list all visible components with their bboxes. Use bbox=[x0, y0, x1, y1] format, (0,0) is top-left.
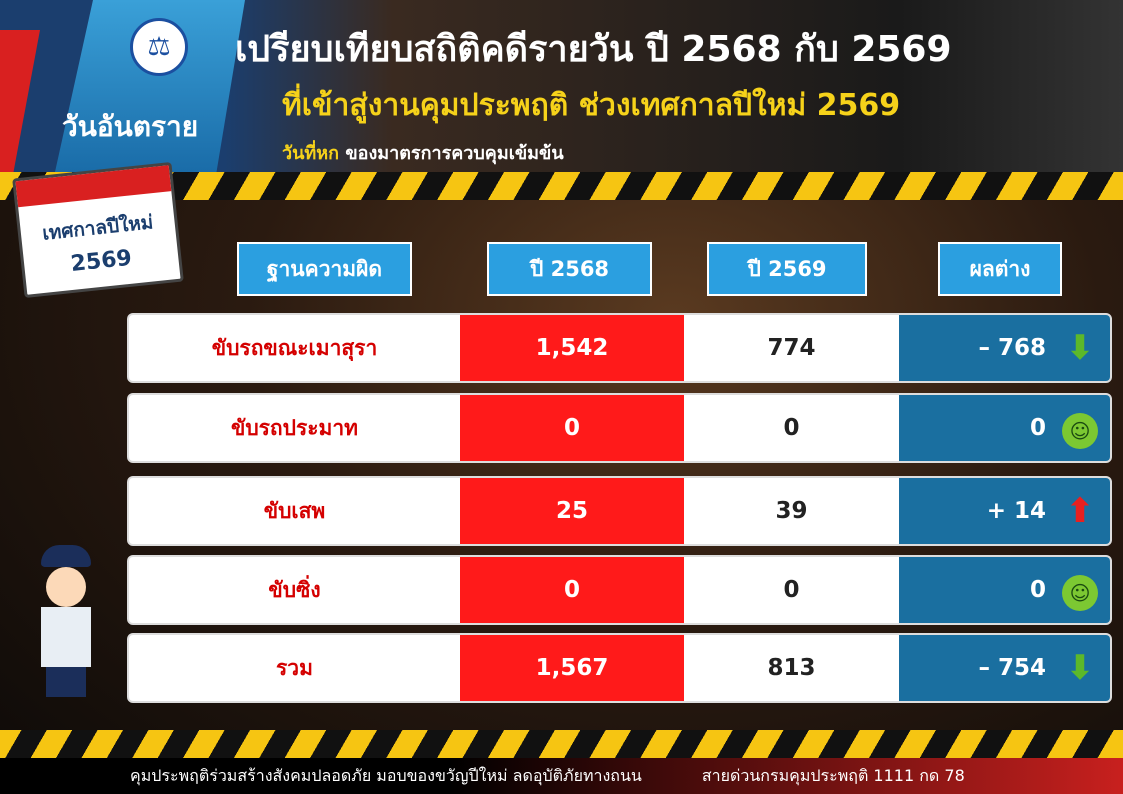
footer-hotline: สายด่วนกรมคุมประพฤติ 1111 กด 78 bbox=[701, 765, 965, 785]
offense-cell: ขับรถประมาท bbox=[230, 415, 359, 440]
diff-cell: – 768 bbox=[978, 335, 1046, 361]
hazard-stripe-bottom bbox=[0, 730, 1123, 758]
badge-label: วันอันตราย bbox=[62, 110, 199, 143]
table-row-total: รวม 1,567 813 – 754 ⬇ bbox=[127, 633, 1112, 703]
y2569-cell: 813 bbox=[767, 655, 816, 681]
column-header-offense: ฐานความผิด bbox=[237, 242, 412, 296]
y2568-cell: 1,567 bbox=[460, 635, 684, 701]
smiley-icon: ☺ bbox=[1062, 413, 1098, 449]
footer-slogan: คุมประพฤติร่วมสร้างสังคมปลอดภัย มอบของขว… bbox=[130, 765, 642, 785]
calendar-icon: เทศกาลปีใหม่ 2569 bbox=[12, 161, 184, 299]
smiley-icon: ☺ bbox=[1062, 575, 1098, 611]
offense-cell: ขับเสพ bbox=[263, 498, 326, 523]
column-header-2569: ปี 2569 bbox=[707, 242, 867, 296]
table-row: ขับรถประมาท 0 0 0 ☺ bbox=[127, 393, 1112, 463]
footer: คุมประพฤติร่วมสร้างสังคมปลอดภัย มอบของขว… bbox=[0, 758, 1123, 794]
column-header-2568: ปี 2568 bbox=[487, 242, 652, 296]
day-desc: ของมาตรการควบคุมเข้มข้น bbox=[345, 143, 564, 164]
y2569-cell: 0 bbox=[783, 415, 800, 441]
arrow-up-icon: ⬆ bbox=[1065, 491, 1095, 531]
arrow-down-icon: ⬇ bbox=[1065, 328, 1095, 368]
diff-cell: + 14 bbox=[986, 498, 1046, 524]
offense-cell: รวม bbox=[276, 655, 313, 680]
diff-cell: 0 bbox=[1029, 577, 1046, 603]
day-label: วันที่หก bbox=[282, 143, 340, 164]
officer-mascot-icon bbox=[36, 545, 96, 705]
y2568-cell: 0 bbox=[460, 395, 684, 461]
diff-cell: 0 bbox=[1029, 415, 1046, 441]
hazard-stripe-top bbox=[0, 172, 1123, 200]
arrow-down-icon: ⬇ bbox=[1065, 648, 1095, 688]
y2568-cell: 0 bbox=[460, 557, 684, 623]
department-logo-icon: ⚖ bbox=[130, 18, 188, 76]
page-subtitle: ที่เข้าสู่งานคุมประพฤติ ช่วงเทศกาลปีใหม่… bbox=[282, 88, 901, 123]
column-header-diff: ผลต่าง bbox=[938, 242, 1062, 296]
y2569-cell: 39 bbox=[775, 498, 808, 524]
y2568-cell: 1,542 bbox=[460, 315, 684, 381]
page-title: เปรียบเทียบสถิติคดีรายวัน ปี 2568 กับ 25… bbox=[235, 29, 952, 70]
table-row: ขับซิ่ง 0 0 0 ☺ bbox=[127, 555, 1112, 625]
y2569-cell: 774 bbox=[767, 335, 816, 361]
offense-cell: ขับรถขณะเมาสุรา bbox=[211, 335, 378, 360]
table-row: ขับเสพ 25 39 + 14 ⬆ bbox=[127, 476, 1112, 546]
day-line: วันที่หก ของมาตรการควบคุมเข้มข้น bbox=[282, 138, 564, 167]
diff-cell: – 754 bbox=[978, 655, 1046, 681]
offense-cell: ขับซิ่ง bbox=[268, 577, 321, 602]
y2568-cell: 25 bbox=[460, 478, 684, 544]
table-row: ขับรถขณะเมาสุรา 1,542 774 – 768 ⬇ bbox=[127, 313, 1112, 383]
y2569-cell: 0 bbox=[783, 577, 800, 603]
